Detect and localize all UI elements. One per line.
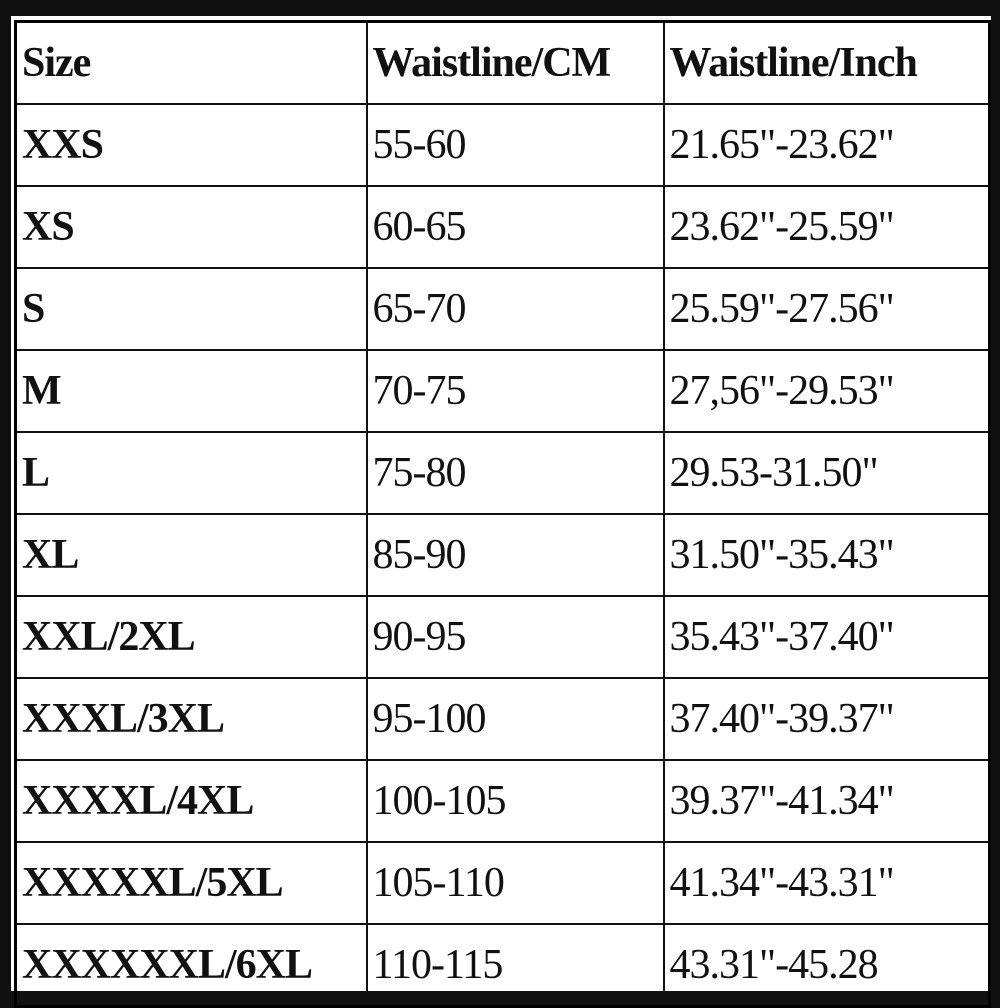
cell-size: M <box>14 349 368 433</box>
cell-waist-cm: 110-115 <box>365 923 665 1008</box>
cell-waist-cm: 100-105 <box>365 759 665 843</box>
cell-size: XS <box>14 185 368 269</box>
cell-waist-inch: 41.34"-43.31" <box>662 841 991 925</box>
cell-text: S <box>22 286 45 332</box>
cell-text: 27,56"-29.53" <box>669 368 895 414</box>
cell-size: L <box>14 431 368 515</box>
cell-waist-inch: 21.65"-23.62" <box>662 103 991 187</box>
cell-waist-inch: 23.62"-25.59" <box>662 185 991 269</box>
cell-waist-inch: 43.31"-45.28 <box>662 923 991 1008</box>
cell-waist-inch: 29.53-31.50" <box>662 431 991 515</box>
table-row: M 70-75 27,56"-29.53" <box>14 349 991 433</box>
cell-size: XXXXXL/5XL <box>14 841 368 925</box>
cell-waist-cm: 85-90 <box>365 513 665 597</box>
table-row: XS 60-65 23.62"-25.59" <box>14 185 991 269</box>
header-row: Size Waistline/CM Waistline/Inch <box>14 20 991 105</box>
header-waist-inch-text: Waistline/Inch <box>669 40 918 86</box>
cell-text: XXXXL/4XL <box>22 778 254 824</box>
cell-text: 110-115 <box>372 942 504 988</box>
cell-text: XS <box>22 204 75 250</box>
cell-text: XXXXXL/5XL <box>22 860 284 906</box>
cell-waist-cm: 90-95 <box>365 595 665 679</box>
cell-waist-inch: 25.59"-27.56" <box>662 267 991 351</box>
cell-text: 35.43"-37.40" <box>669 614 895 660</box>
cell-waist-inch: 27,56"-29.53" <box>662 349 991 433</box>
cell-text: 105-110 <box>372 860 505 906</box>
table-row: XXXXL/4XL 100-105 39.37"-41.34" <box>14 759 991 843</box>
cell-text: XXL/2XL <box>22 614 196 660</box>
cell-size: XXXL/3XL <box>14 677 368 761</box>
cell-size: XXS <box>14 103 368 187</box>
cell-waist-inch: 31.50"-35.43" <box>662 513 991 597</box>
cell-size: XXXXXXL/6XL <box>14 923 368 1008</box>
cell-text: 29.53-31.50" <box>669 450 879 496</box>
cell-waist-inch: 37.40"-39.37" <box>662 677 991 761</box>
cell-text: 60-65 <box>372 204 467 250</box>
cell-waist-cm: 75-80 <box>365 431 665 515</box>
cell-text: 85-90 <box>372 532 467 578</box>
cell-size: S <box>14 267 368 351</box>
header-waist-cm: Waistline/CM <box>365 20 665 105</box>
table-row: XL 85-90 31.50"-35.43" <box>14 513 991 597</box>
cell-text: L <box>22 450 50 496</box>
table-row: XXXL/3XL 95-100 37.40"-39.37" <box>14 677 991 761</box>
cell-size: XXL/2XL <box>14 595 368 679</box>
table-row: XXXXXXL/6XL 110-115 43.31"-45.28 <box>14 923 991 1008</box>
header-waist-cm-text: Waistline/CM <box>372 40 612 86</box>
cell-waist-cm: 60-65 <box>365 185 665 269</box>
cell-text: XL <box>22 532 79 578</box>
cell-waist-cm: 105-110 <box>365 841 665 925</box>
cell-text: 75-80 <box>372 450 467 496</box>
header-size-text: Size <box>22 40 91 86</box>
cell-text: 70-75 <box>372 368 467 414</box>
cell-text: 90-95 <box>372 614 467 660</box>
cell-waist-cm: 55-60 <box>365 103 665 187</box>
cell-waist-cm: 95-100 <box>365 677 665 761</box>
cell-waist-inch: 35.43"-37.40" <box>662 595 991 679</box>
cell-size: XXXXL/4XL <box>14 759 368 843</box>
cell-text: 25.59"-27.56" <box>669 286 895 332</box>
cell-text: XXXXXXL/6XL <box>22 942 313 988</box>
cell-text: 95-100 <box>372 696 487 742</box>
table-row: XXS 55-60 21.65"-23.62" <box>14 103 991 187</box>
cell-text: 43.31"-45.28 <box>669 942 879 988</box>
cell-text: 37.40"-39.37" <box>669 696 895 742</box>
cell-waist-cm: 65-70 <box>365 267 665 351</box>
cell-text: XXS <box>22 122 104 168</box>
header-size: Size <box>14 20 368 105</box>
cell-text: 65-70 <box>372 286 467 332</box>
cell-text: 31.50"-35.43" <box>669 532 895 578</box>
table-row: XXL/2XL 90-95 35.43"-37.40" <box>14 595 991 679</box>
cell-text: 39.37"-41.34" <box>669 778 895 824</box>
cell-text: 100-105 <box>372 778 507 824</box>
header-waist-inch: Waistline/Inch <box>662 20 991 105</box>
cell-waist-inch: 39.37"-41.34" <box>662 759 991 843</box>
cell-text: 23.62"-25.59" <box>669 204 895 250</box>
cell-text: 55-60 <box>372 122 467 168</box>
cell-text: 41.34"-43.31" <box>669 860 895 906</box>
cell-text: M <box>22 368 62 414</box>
cell-waist-cm: 70-75 <box>365 349 665 433</box>
table-row: S 65-70 25.59"-27.56" <box>14 267 991 351</box>
cell-text: XXXL/3XL <box>22 696 225 742</box>
size-chart-table: Size Waistline/CM Waistline/Inch XXS 55-6… <box>14 20 991 1008</box>
table-row: XXXXXL/5XL 105-110 41.34"-43.31" <box>14 841 991 925</box>
cell-text: 21.65"-23.62" <box>669 122 895 168</box>
cell-size: XL <box>14 513 368 597</box>
table-row: L 75-80 29.53-31.50" <box>14 431 991 515</box>
